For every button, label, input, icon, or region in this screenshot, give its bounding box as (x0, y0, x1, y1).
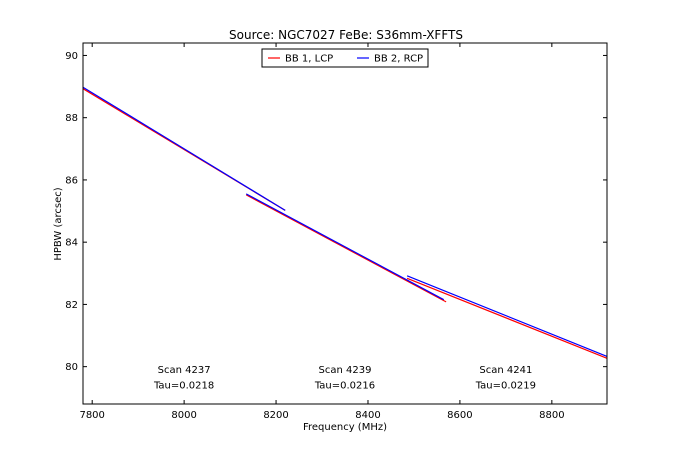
series-2-segment-1 (82, 86, 286, 211)
ticks-layer: 7800 8000 8200 8400 8600 8800 80 82 84 86 88 90 (65, 43, 607, 421)
x-tick-label-3: 8400 (355, 410, 380, 421)
x-tick-label-4: 8600 (447, 410, 472, 421)
annotation-scan-2: Scan 4239 (319, 365, 372, 376)
series-1-segment-3 (406, 277, 608, 359)
annotation-scan-3: Scan 4241 (479, 365, 532, 376)
annotation-scan-1: Scan 4237 (158, 365, 211, 376)
legend-label-1: BB 1, LCP (285, 54, 333, 65)
plot-frame (82, 42, 608, 405)
series-1-segment-2 (245, 194, 447, 303)
y-axis-label: HPBW (arcsec) (53, 187, 64, 260)
y-tick-label-0: 80 (65, 362, 78, 373)
y-tick-label-5: 90 (65, 51, 78, 62)
y-tick-label-4: 88 (65, 113, 78, 124)
series-layer (82, 86, 608, 359)
annotation-tau-1: Tau=0.0218 (153, 380, 214, 391)
x-axis-label: Frequency (MHz) (303, 422, 387, 433)
y-tick-label-3: 86 (65, 175, 78, 186)
x-tick-label-2: 8200 (263, 410, 288, 421)
legend: BB 1, LCP BB 2, RCP (261, 48, 429, 68)
chart-title: Source: NGC7027 FeBe: S36mm-XFFTS (229, 28, 463, 42)
series-2-segment-3 (406, 275, 608, 357)
y-tick-label-2: 84 (65, 238, 78, 249)
x-tick-label-5: 8800 (539, 410, 564, 421)
annotation-tau-2: Tau=0.0216 (314, 380, 375, 391)
annotations-layer: Scan 4237 Tau=0.0218 Scan 4239 Tau=0.0216 Sc… (153, 365, 536, 392)
legend-label-2: BB 2, RCP (374, 54, 423, 65)
y-tick-label-1: 82 (65, 300, 78, 311)
series-2-segment-2 (245, 193, 445, 301)
x-tick-label-0: 7800 (79, 410, 104, 421)
x-tick-label-1: 8000 (171, 410, 196, 421)
legend-box (261, 48, 429, 68)
annotation-tau-3: Tau=0.0219 (475, 380, 536, 391)
